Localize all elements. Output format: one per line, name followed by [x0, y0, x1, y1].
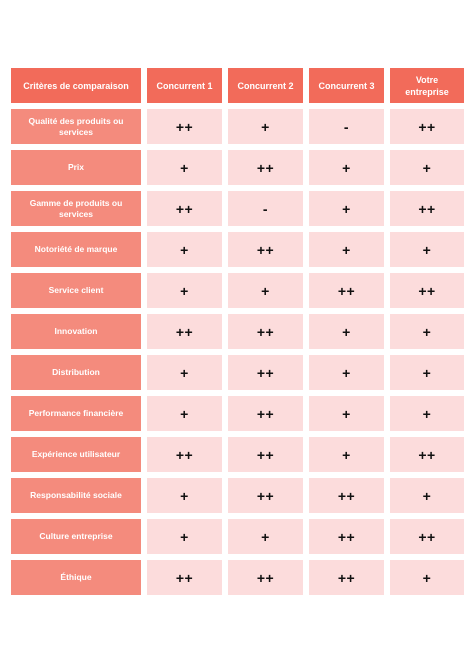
- score-cell: ++: [147, 560, 222, 595]
- score-cell: ++: [390, 519, 464, 554]
- score-cell: ++: [147, 191, 222, 226]
- score-cell: +: [147, 396, 222, 431]
- score-cell: +: [309, 191, 384, 226]
- criterion-cell: Prix: [11, 150, 141, 185]
- score-cell: +: [390, 150, 464, 185]
- header-your-company: Votre entreprise: [390, 68, 464, 103]
- score-cell: ++: [228, 560, 303, 595]
- score-cell: +: [147, 355, 222, 390]
- score-cell: +: [228, 273, 303, 308]
- score-cell: ++: [309, 478, 384, 513]
- header-competitor-2: Concurrent 2: [228, 68, 303, 103]
- criterion-cell: Performance financière: [11, 396, 141, 431]
- score-cell: ++: [390, 273, 464, 308]
- score-cell: +: [147, 150, 222, 185]
- criterion-cell: Expérience utilisateur: [11, 437, 141, 472]
- score-cell: ++: [390, 109, 464, 144]
- score-cell: +: [309, 314, 384, 349]
- score-cell: ++: [390, 191, 464, 226]
- score-cell: ++: [228, 314, 303, 349]
- criterion-cell: Distribution: [11, 355, 141, 390]
- header-competitor-1: Concurrent 1: [147, 68, 222, 103]
- score-cell: ++: [147, 109, 222, 144]
- score-cell: +: [390, 314, 464, 349]
- score-cell: +: [228, 519, 303, 554]
- criterion-cell: Innovation: [11, 314, 141, 349]
- score-cell: -: [309, 109, 384, 144]
- score-cell: ++: [228, 150, 303, 185]
- score-cell: +: [228, 109, 303, 144]
- score-cell: ++: [309, 560, 384, 595]
- score-cell: +: [309, 232, 384, 267]
- header-competitor-3: Concurrent 3: [309, 68, 384, 103]
- score-cell: +: [309, 396, 384, 431]
- criterion-cell: Qualité des produits ou services: [11, 109, 141, 144]
- header-criteria: Critères de comparaison: [11, 68, 141, 103]
- score-cell: ++: [228, 396, 303, 431]
- score-cell: -: [228, 191, 303, 226]
- score-cell: ++: [390, 437, 464, 472]
- score-cell: +: [390, 355, 464, 390]
- score-cell: ++: [309, 519, 384, 554]
- score-cell: ++: [228, 232, 303, 267]
- criterion-cell: Service client: [11, 273, 141, 308]
- score-cell: +: [390, 560, 464, 595]
- score-cell: ++: [228, 355, 303, 390]
- score-cell: +: [147, 478, 222, 513]
- criterion-cell: Responsabilité sociale: [11, 478, 141, 513]
- comparison-table: Critères de comparaison Concurrent 1 Con…: [11, 68, 464, 595]
- score-cell: +: [147, 232, 222, 267]
- score-cell: +: [309, 355, 384, 390]
- score-cell: +: [147, 519, 222, 554]
- score-cell: ++: [228, 437, 303, 472]
- score-cell: ++: [147, 314, 222, 349]
- score-cell: +: [390, 478, 464, 513]
- score-cell: +: [309, 150, 384, 185]
- criterion-cell: Culture entreprise: [11, 519, 141, 554]
- score-cell: ++: [147, 437, 222, 472]
- criterion-cell: Éthique: [11, 560, 141, 595]
- criterion-cell: Notoriété de marque: [11, 232, 141, 267]
- criterion-cell: Gamme de produits ou services: [11, 191, 141, 226]
- score-cell: ++: [309, 273, 384, 308]
- score-cell: +: [147, 273, 222, 308]
- score-cell: ++: [228, 478, 303, 513]
- score-cell: +: [390, 396, 464, 431]
- score-cell: +: [390, 232, 464, 267]
- score-cell: +: [309, 437, 384, 472]
